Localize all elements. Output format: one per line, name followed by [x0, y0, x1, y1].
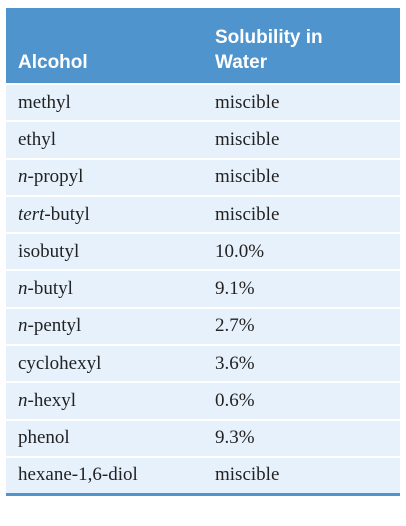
alcohol-name: -pentyl — [27, 315, 82, 337]
alcohol-name: -propyl — [27, 166, 84, 188]
alcohol-name: hexane-1,6-diol — [18, 464, 138, 486]
alcohol-name-cell: n-propyl — [6, 157, 205, 196]
table-row: n-butyl 9.1% — [6, 269, 400, 308]
alcohol-name: -butyl — [44, 203, 90, 225]
alcohol-name: -butyl — [27, 278, 73, 300]
table-row: n-pentyl 2.7% — [6, 306, 400, 346]
solubility-table-container: Alcohol Solubility in Water methyl miscib… — [6, 8, 400, 496]
alcohol-name-cell: n-pentyl — [6, 306, 205, 346]
alcohol-prefix: n — [18, 390, 28, 412]
header-solubility-line1: Solubility in — [215, 27, 323, 48]
alcohol-name-cell: isobutyl — [6, 232, 205, 271]
table-row: methyl miscible — [6, 82, 400, 122]
alcohol-name-cell: n-hexyl — [6, 381, 205, 420]
alcohol-name-cell: tert-butyl — [6, 194, 205, 234]
table-row: ethyl miscible — [6, 120, 400, 159]
alcohol-name: phenol — [18, 427, 70, 449]
alcohol-name-cell: ethyl — [6, 120, 205, 159]
table-row: cyclohexyl 3.6% — [6, 344, 400, 383]
solubility-cell: 10.0% — [205, 232, 400, 271]
solubility-cell: 9.3% — [205, 418, 400, 457]
alcohol-name-cell: phenol — [6, 418, 205, 457]
solubility-cell: 0.6% — [205, 381, 400, 420]
table-row: phenol 9.3% — [6, 418, 400, 457]
table-row: hexane-1,6-diol miscible — [6, 455, 400, 496]
alcohol-name-cell: methyl — [6, 82, 205, 122]
solubility-cell: miscible — [205, 82, 400, 122]
table-row: n-hexyl 0.6% — [6, 381, 400, 420]
table-row: n-propyl miscible — [6, 157, 400, 196]
solubility-table: Alcohol Solubility in Water methyl miscib… — [6, 8, 400, 496]
solubility-cell: miscible — [205, 157, 400, 196]
header-solubility: Solubility in Water — [205, 8, 400, 84]
alcohol-name-cell: hexane-1,6-diol — [6, 455, 205, 496]
alcohol-name: -hexyl — [27, 390, 77, 412]
solubility-cell: miscible — [205, 455, 400, 496]
alcohol-prefix: tert — [18, 203, 45, 225]
table-row: tert-butyl miscible — [6, 194, 400, 234]
alcohol-name-cell: cyclohexyl — [6, 344, 205, 383]
alcohol-name: cyclohexyl — [18, 352, 102, 374]
alcohol-name: methyl — [18, 91, 71, 113]
alcohol-name: ethyl — [18, 128, 56, 150]
header-alcohol: Alcohol — [6, 8, 205, 84]
header-solubility-line2: Water — [215, 52, 268, 73]
alcohol-prefix: n — [18, 315, 28, 337]
solubility-cell: 2.7% — [205, 306, 400, 346]
solubility-cell: miscible — [205, 120, 400, 159]
solubility-cell: 9.1% — [205, 269, 400, 308]
solubility-cell: miscible — [205, 194, 400, 234]
alcohol-prefix: n — [18, 278, 28, 300]
alcohol-name: isobutyl — [18, 240, 80, 262]
table-row: isobutyl 10.0% — [6, 232, 400, 271]
alcohol-name-cell: n-butyl — [6, 269, 205, 308]
table-header-row: Alcohol Solubility in Water — [6, 8, 400, 84]
solubility-cell: 3.6% — [205, 344, 400, 383]
alcohol-prefix: n — [18, 166, 28, 188]
